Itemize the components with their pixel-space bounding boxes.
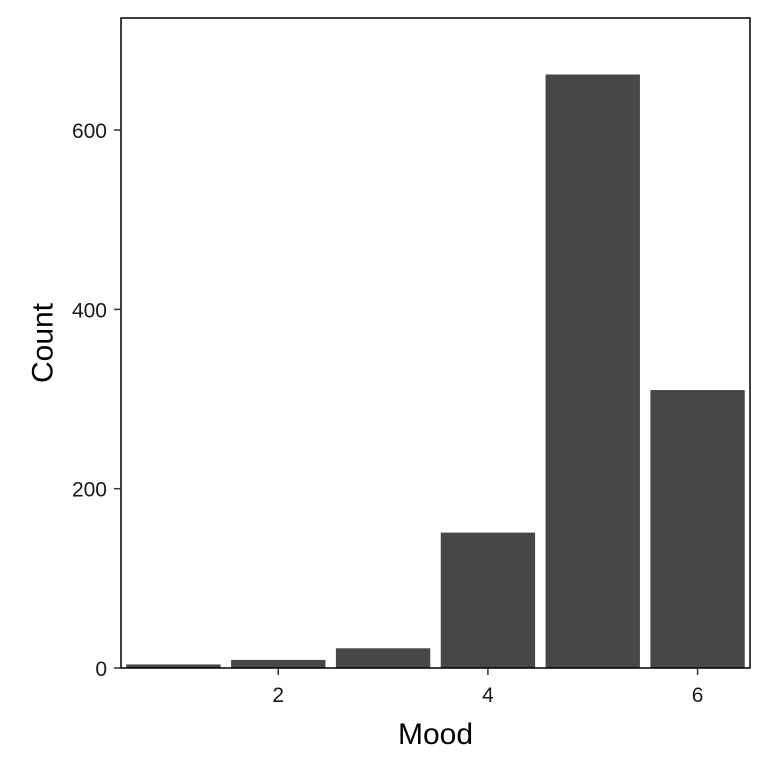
y-tick-label: 200 [72, 479, 107, 502]
y-tick-label: 400 [72, 299, 107, 322]
plot-panel-border [120, 17, 751, 669]
x-tick-label: 4 [482, 684, 494, 707]
y-axis: 0 200 400 600 [72, 120, 121, 681]
bar-mood-4 [440, 532, 536, 668]
bar-mood-6 [650, 390, 745, 668]
bar-mood-1 [126, 664, 221, 668]
bar-series [126, 74, 745, 668]
x-axis: 2 4 6 [272, 668, 703, 707]
y-tick-label: 0 [95, 658, 107, 681]
y-axis-title: Count [27, 302, 60, 383]
bar-mood-2 [231, 659, 326, 668]
bar-mood-3 [335, 648, 431, 668]
x-tick-label: 2 [272, 684, 284, 707]
x-tick-label: 6 [692, 684, 704, 707]
bar-mood-5 [545, 74, 640, 668]
x-axis-title: Mood [398, 718, 473, 751]
y-tick-label: 600 [72, 120, 107, 143]
